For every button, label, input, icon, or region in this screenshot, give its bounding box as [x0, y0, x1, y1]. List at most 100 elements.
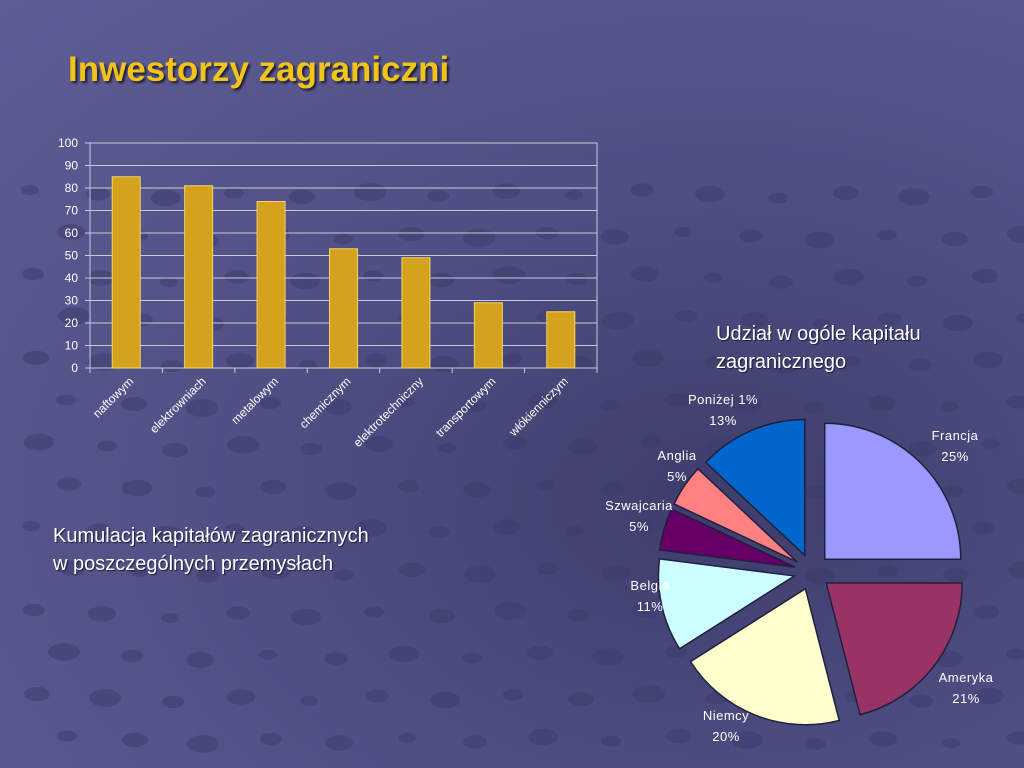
background-dot: [121, 396, 147, 412]
pie-slice-niemcy: [689, 587, 841, 726]
background-dot: [187, 735, 219, 753]
background-dot: [974, 687, 1004, 705]
background-dot: [261, 562, 291, 580]
background-dot: [300, 696, 318, 706]
background-dot: [427, 189, 449, 203]
pie-slice-value-label: 11%: [637, 599, 664, 614]
background-dot: [632, 349, 664, 367]
background-dot: [463, 229, 495, 247]
background-dot: [492, 183, 520, 199]
background-dot: [804, 231, 834, 249]
background-dot: [122, 479, 152, 497]
background-dot: [97, 440, 117, 452]
y-tick-label: 10: [65, 339, 79, 353]
background-dot: [399, 562, 425, 578]
background-dot: [389, 645, 419, 663]
background-dot: [24, 433, 54, 451]
background-dot: [503, 689, 523, 701]
background-dot: [462, 652, 482, 664]
background-dot: [527, 645, 553, 661]
background-dot: [299, 360, 317, 370]
background-dot: [537, 562, 559, 576]
background-dot: [631, 266, 659, 282]
background-dot: [325, 482, 357, 500]
background-dot: [907, 275, 927, 287]
background-dot: [325, 735, 353, 751]
background-dot: [122, 732, 148, 748]
background-dot: [300, 442, 322, 456]
pie-slice-francja: [823, 422, 962, 561]
background-dot: [493, 519, 521, 535]
background-dot: [1007, 225, 1024, 243]
background-dot: [24, 686, 50, 702]
pie-slice-label: Ameryka: [939, 670, 994, 685]
pie-slice-label: Poniżej 1%: [688, 392, 758, 407]
background-dot: [87, 523, 111, 537]
background-dot: [665, 392, 691, 408]
background-dot: [364, 353, 388, 367]
background-dot: [23, 350, 49, 366]
background-dot: [602, 312, 634, 330]
pie-slice-value-label: 21%: [952, 691, 980, 706]
background-dot: [527, 392, 557, 410]
background-dot: [568, 438, 598, 456]
background-dot: [942, 231, 968, 247]
background-dot: [195, 486, 215, 498]
background-dot: [89, 689, 121, 707]
bar-chemicznym: [329, 248, 358, 369]
background-dot: [1006, 395, 1024, 409]
background-dot: [705, 355, 727, 369]
background-dot: [57, 224, 85, 240]
background-dot: [908, 358, 932, 372]
background-dot: [162, 442, 188, 458]
background-dot: [536, 480, 554, 490]
background-dot: [56, 394, 76, 406]
background-dot: [665, 645, 687, 659]
y-tick-label: 20: [65, 316, 79, 330]
background-dot: [463, 735, 487, 749]
background-dot: [972, 268, 998, 284]
y-tick-label: 50: [65, 249, 79, 263]
background-dot: [161, 613, 179, 623]
background-dot: [365, 689, 389, 703]
pie-chart-caption: Udział w ogóle kapitału zagranicznego: [716, 320, 921, 376]
background-dot: [428, 272, 454, 288]
background-dot: [493, 266, 525, 284]
background-dot: [768, 192, 788, 204]
pie-slice-anglia: [673, 467, 798, 563]
background-dot: [630, 183, 654, 197]
pie-slice-value-label: 5%: [629, 519, 649, 534]
pie-slice-label: Szwajcaria: [605, 498, 673, 513]
background-dot: [291, 608, 321, 626]
background-dot: [973, 351, 1003, 369]
background-dot: [290, 272, 320, 290]
background-dot: [290, 525, 316, 541]
background-dot: [398, 226, 424, 242]
background-dot: [528, 728, 558, 746]
background-dot: [769, 275, 793, 289]
background-dot: [869, 731, 897, 747]
background-dot: [324, 652, 348, 666]
pie-slice-szwajcaria: [658, 508, 796, 568]
background-dot: [803, 401, 825, 415]
background-dot: [567, 608, 589, 622]
background-dot: [131, 567, 149, 577]
y-tick-label: 100: [58, 136, 78, 150]
background-dot: [878, 312, 902, 326]
pie-slice-belgia: [657, 558, 797, 650]
background-dot: [429, 608, 455, 624]
background-dot: [592, 648, 624, 666]
background-dot: [86, 187, 110, 201]
y-tick-label: 90: [65, 159, 79, 173]
bar-włókienniczym: [546, 311, 576, 369]
background-dot: [227, 689, 255, 705]
background-dot: [633, 685, 665, 703]
bar-chart-caption-line2: w poszczególnych przemysłach: [53, 553, 334, 575]
bar-chart-caption: Kumulacja kapitałów zagranicznych w posz…: [53, 522, 369, 578]
background-dot: [227, 436, 259, 454]
background-dot: [813, 319, 831, 329]
pie-slice-ameryka: [825, 582, 963, 716]
background-dot: [463, 482, 491, 498]
background-dot: [943, 314, 973, 332]
